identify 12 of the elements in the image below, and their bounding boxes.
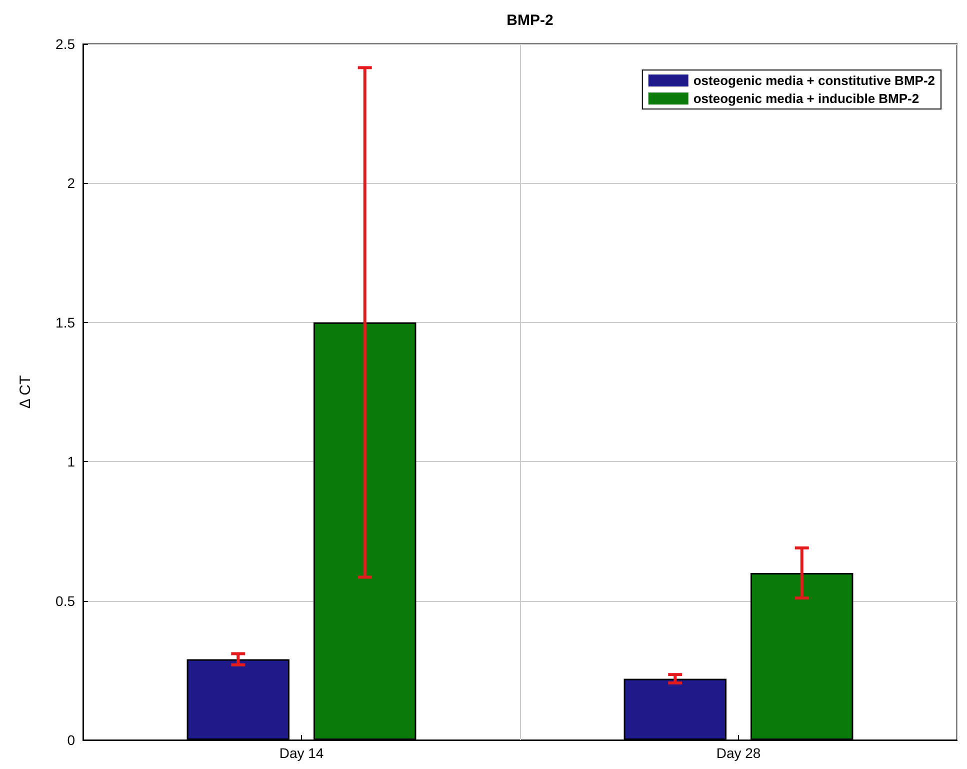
y-tick-label: 2 (67, 175, 76, 192)
legend-label: osteogenic media + constitutive BMP-2 (693, 73, 936, 88)
legend-label: osteogenic media + inducible BMP-2 (693, 91, 920, 106)
y-axis-title: Δ CT (17, 375, 34, 409)
y-tick-label: 2.5 (56, 36, 76, 52)
chart-title: BMP-2 (506, 12, 554, 29)
x-tick-label: Day 28 (716, 745, 761, 761)
y-tick-label: 1.5 (56, 314, 76, 330)
x-tick-label: Day 14 (279, 745, 324, 761)
y-tick-label: 0.5 (56, 592, 76, 609)
y-tick-label: 1 (67, 454, 76, 470)
y-tick-label: 0 (67, 732, 76, 748)
